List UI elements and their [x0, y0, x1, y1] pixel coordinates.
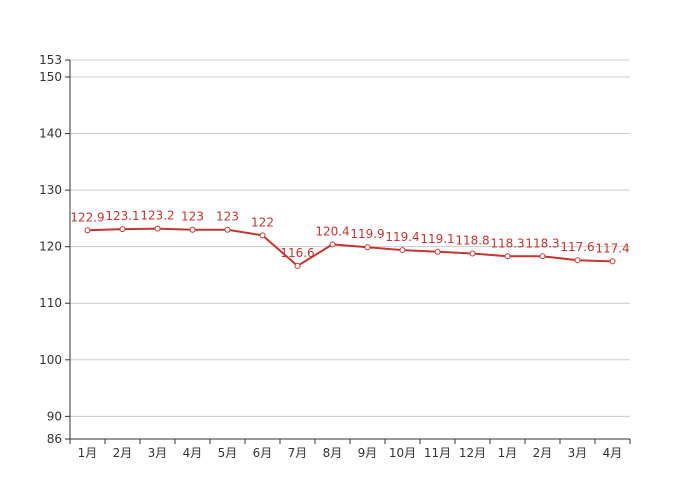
data-label: 119.9 [350, 227, 384, 241]
x-tick-label: 3月 [568, 446, 588, 460]
data-point[interactable] [154, 225, 161, 232]
data-label: 116.6 [280, 246, 314, 260]
x-tick-label: 4月 [603, 446, 623, 460]
data-point[interactable] [609, 258, 616, 265]
series-polyline [87, 227, 613, 267]
data-label: 122 [251, 215, 274, 229]
x-tick-label: 11月 [424, 446, 451, 460]
data-point[interactable] [259, 232, 266, 239]
x-tick-label: 7月 [288, 446, 308, 460]
data-label: 119.1 [420, 232, 454, 246]
x-tick-label: 5月 [218, 446, 238, 460]
data-label: 122.9 [70, 210, 104, 224]
data-point[interactable] [224, 226, 231, 233]
data-point[interactable] [434, 248, 441, 255]
x-tick-label: 1月 [498, 446, 518, 460]
data-point[interactable] [539, 253, 546, 260]
y-tick-label: 153 [39, 53, 62, 67]
data-label: 118.8 [455, 233, 489, 247]
x-tick-label: 10月 [389, 446, 416, 460]
x-tick-label: 6月 [253, 446, 273, 460]
data-label: 117.4 [595, 241, 629, 255]
data-label: 123 [216, 210, 239, 224]
data-label: 123.2 [140, 209, 174, 223]
x-tick-label: 2月 [113, 446, 133, 460]
x-tick-label: 12月 [459, 446, 486, 460]
y-tick-label: 100 [39, 353, 62, 367]
data-point[interactable] [294, 262, 301, 269]
data-point[interactable] [504, 253, 511, 260]
data-label: 117.6 [560, 240, 594, 254]
data-point[interactable] [399, 247, 406, 254]
data-label: 118.3 [490, 236, 524, 250]
x-tick-label: 8月 [323, 446, 343, 460]
y-tick-label: 110 [39, 296, 62, 310]
data-label: 123 [181, 210, 204, 224]
series-line [84, 225, 616, 269]
x-tick-label: 3月 [148, 446, 168, 460]
data-point[interactable] [189, 226, 196, 233]
y-tick-label: 86 [47, 432, 62, 446]
data-point[interactable] [574, 257, 581, 264]
gridlines [70, 59, 630, 417]
data-point[interactable] [469, 250, 476, 257]
data-label: 118.3 [525, 236, 559, 250]
y-tick-label: 90 [47, 409, 62, 423]
x-tick-label: 4月 [183, 446, 203, 460]
data-label: 119.4 [385, 230, 419, 244]
x-tick-label: 2月 [533, 446, 553, 460]
y-tick-label: 130 [39, 183, 62, 197]
data-point[interactable] [119, 226, 126, 233]
data-label: 123.1 [105, 209, 139, 223]
y-tick-label: 140 [39, 127, 62, 141]
data-point[interactable] [364, 244, 371, 251]
data-point[interactable] [84, 227, 91, 234]
x-tick-label: 1月 [78, 446, 98, 460]
data-point[interactable] [329, 241, 336, 248]
axes: 86 90 100 110 120 130 140 150 153 1月 2月 3月 4月 5月 6月 7月 8… [39, 53, 631, 460]
x-tick-label: 9月 [358, 446, 378, 460]
y-tick-label: 120 [39, 240, 62, 254]
data-label: 120.4 [315, 224, 349, 238]
y-tick-label: 150 [39, 70, 62, 84]
